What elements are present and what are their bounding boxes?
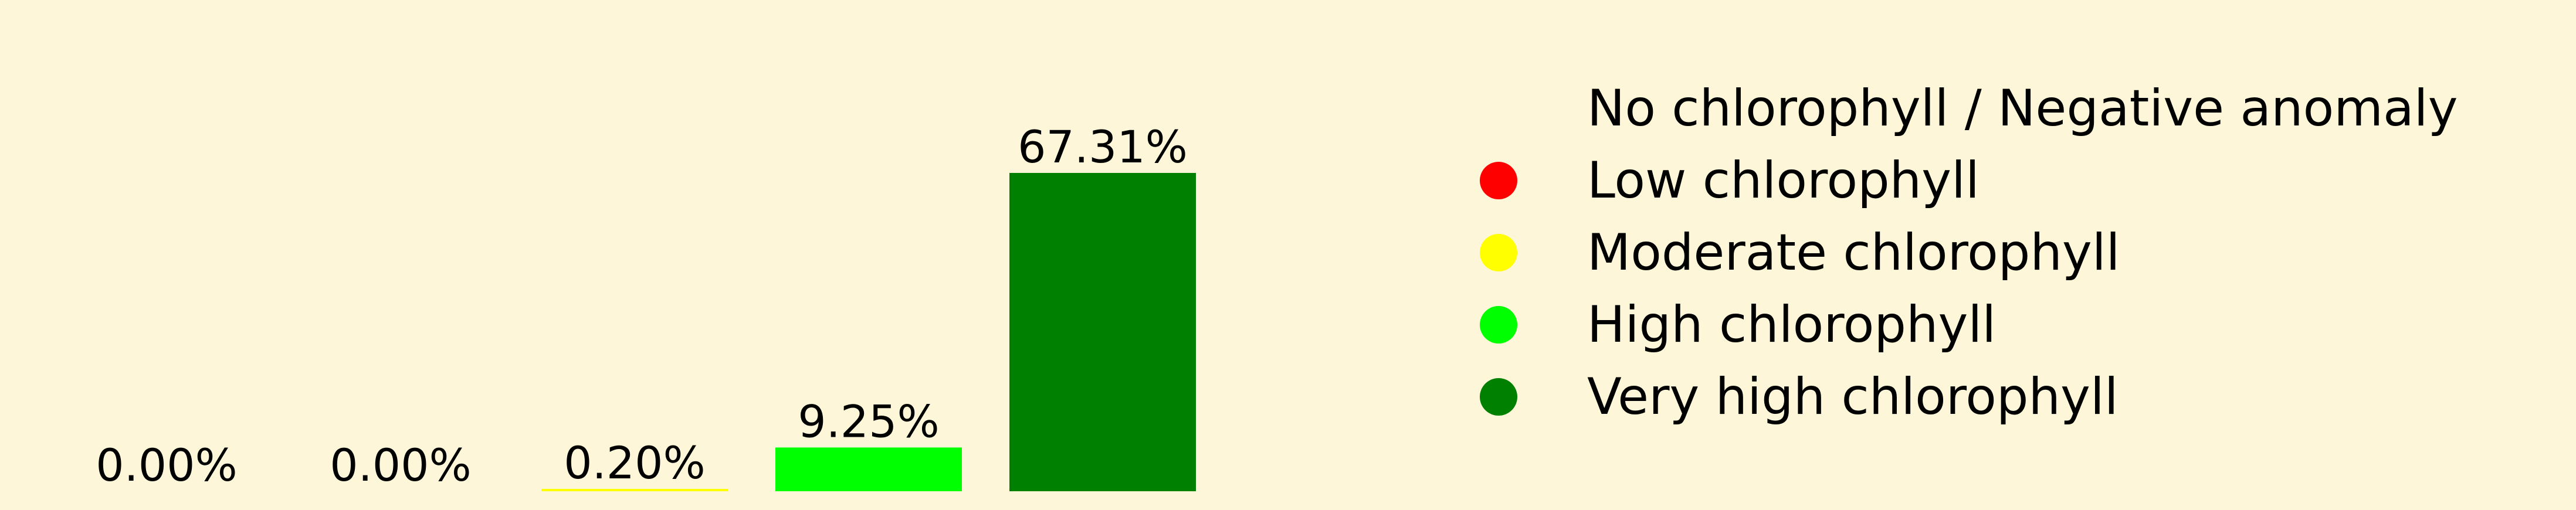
legend-label-4: High chlorophyll (1587, 295, 1996, 354)
legend-marker-2 (1480, 162, 1517, 199)
bar-value-label-3: 0.20% (564, 437, 705, 489)
bar-value-label-4: 9.25% (798, 395, 939, 447)
legend-label-3: Moderate chlorophyll (1587, 223, 2120, 282)
legend-marker-5 (1480, 378, 1517, 416)
legend-marker-1 (1480, 90, 1517, 127)
bar-3 (541, 489, 728, 491)
bar-4 (775, 447, 962, 491)
bar-value-label-1: 0.00% (96, 439, 237, 491)
bars-group: 0.00% 0.00% 0.20% 9.25% 67.31% (96, 121, 1196, 491)
legend-label-1: No chlorophyll / Negative anomaly (1587, 79, 2458, 138)
legend-marker-4 (1480, 306, 1517, 344)
bar-value-label-2: 0.00% (330, 439, 471, 491)
bar-5 (1009, 173, 1196, 491)
bar-value-label-5: 67.31% (1018, 121, 1188, 173)
legend-label-5: Very high chlorophyll (1587, 368, 2119, 426)
legend-marker-3 (1480, 234, 1517, 271)
legend: No chlorophyll / Negative anomaly Low chl… (1480, 79, 2458, 426)
legend-label-2: Low chlorophyll (1587, 151, 1980, 210)
